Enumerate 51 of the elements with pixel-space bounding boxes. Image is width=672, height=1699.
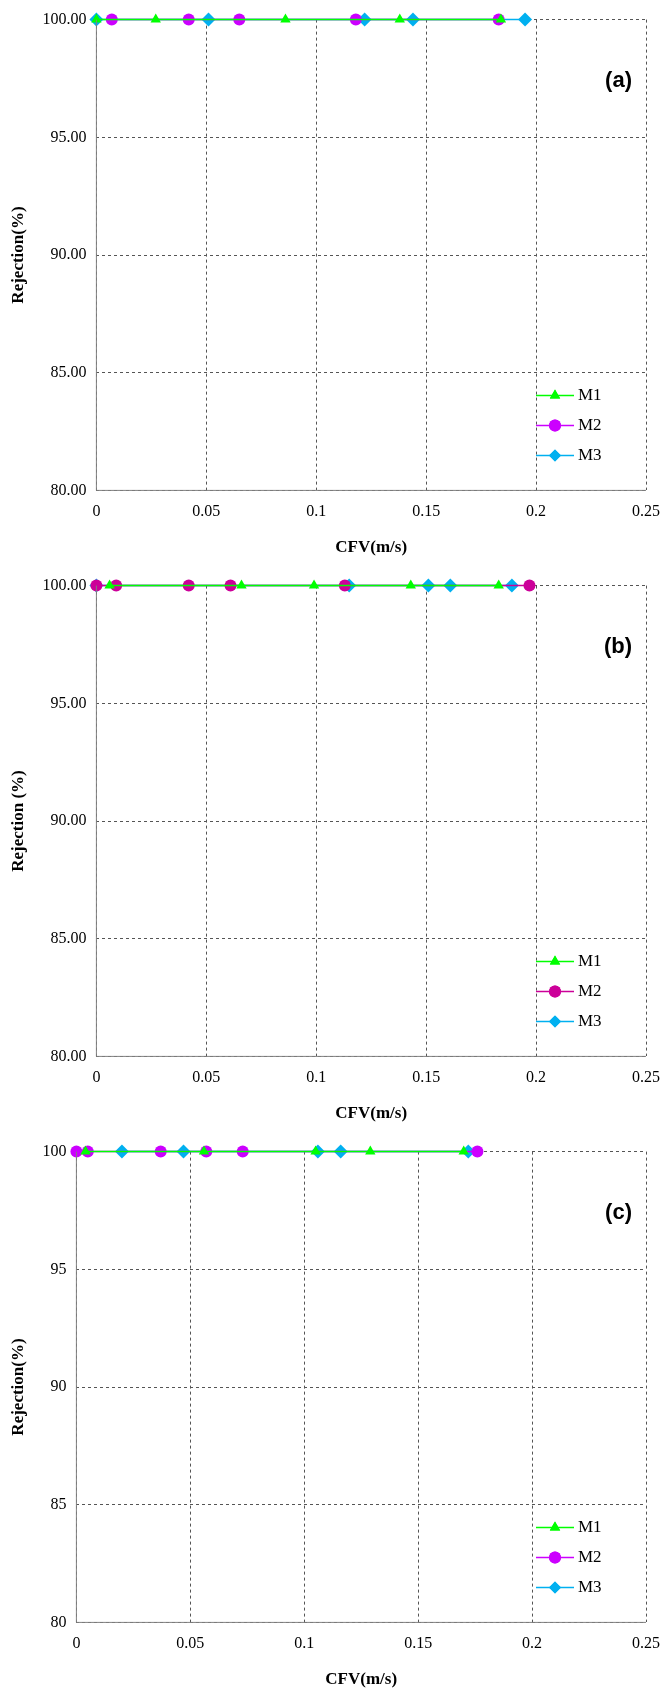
y-tick-label: 85.00 — [50, 362, 87, 380]
y-tick-label: 80.00 — [50, 480, 87, 498]
y-tick-label: 95.00 — [50, 693, 87, 711]
legend-label: M3 — [578, 1010, 602, 1030]
x-tick-label: 0.1 — [294, 1634, 315, 1652]
y-tick-label: 85 — [50, 1494, 67, 1512]
y-axis-title: Rejection(%) — [7, 1338, 27, 1436]
x-tick-label: 0.2 — [522, 1634, 543, 1652]
x-tick-label: 0 — [92, 502, 101, 520]
x-tick-label: 0.15 — [404, 1634, 433, 1652]
y-tick-label: 80.00 — [50, 1046, 87, 1064]
y-tick-label: 95.00 — [50, 127, 87, 145]
y-tick-label: 95 — [50, 1259, 67, 1277]
y-tick-label: 100 — [42, 1141, 67, 1159]
legend-label: M3 — [578, 444, 602, 464]
legend-label: M2 — [578, 1546, 602, 1566]
annotation: (a) — [605, 66, 632, 92]
x-tick-label: 0.05 — [176, 1634, 205, 1652]
legend-label: M1 — [578, 950, 602, 970]
y-axis-title: Rejection (%) — [7, 770, 27, 872]
y-tick-label: 90 — [50, 1377, 67, 1395]
x-tick-label: 0.05 — [192, 502, 221, 520]
x-tick-label: 0 — [72, 1634, 81, 1652]
x-axis-title: CFV(m/s) — [335, 537, 408, 557]
x-tick-label: 0.15 — [412, 1068, 441, 1086]
y-axis-title: Rejection(%) — [7, 206, 27, 304]
x-axis-title: CFV(m/s) — [335, 1103, 408, 1123]
y-tick-label: 100.00 — [42, 9, 87, 27]
x-tick-label: 0.2 — [526, 1068, 547, 1086]
y-tick-label: 90.00 — [50, 245, 87, 263]
x-tick-label: 0.15 — [412, 502, 441, 520]
x-tick-label: 0.25 — [632, 1068, 660, 1086]
y-tick-label: 100.00 — [42, 575, 87, 593]
annotation: (c) — [605, 1198, 632, 1224]
y-tick-label: 80 — [50, 1612, 67, 1630]
y-tick-label: 85.00 — [50, 928, 87, 946]
legend-label: M1 — [578, 1516, 602, 1536]
x-tick-label: 0.05 — [192, 1068, 221, 1086]
legend-label: M3 — [578, 1576, 602, 1596]
x-tick-label: 0 — [92, 1068, 101, 1086]
x-axis-title: CFV(m/s) — [325, 1669, 398, 1689]
y-tick-label: 90.00 — [50, 811, 87, 829]
x-tick-label: 0.1 — [306, 502, 327, 520]
legend-label: M2 — [578, 414, 602, 434]
legend-label: M2 — [578, 980, 602, 1000]
x-tick-label: 0.25 — [632, 502, 660, 520]
x-tick-label: 0.25 — [632, 1634, 660, 1652]
x-tick-label: 0.1 — [306, 1068, 327, 1086]
legend-label: M1 — [578, 384, 602, 404]
x-tick-label: 0.2 — [526, 502, 547, 520]
annotation: (b) — [603, 632, 632, 658]
